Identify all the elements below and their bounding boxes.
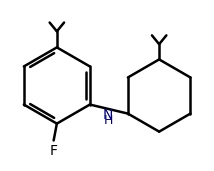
Text: F: F [50,144,58,158]
Text: N: N [103,108,113,122]
Text: H: H [103,114,113,127]
